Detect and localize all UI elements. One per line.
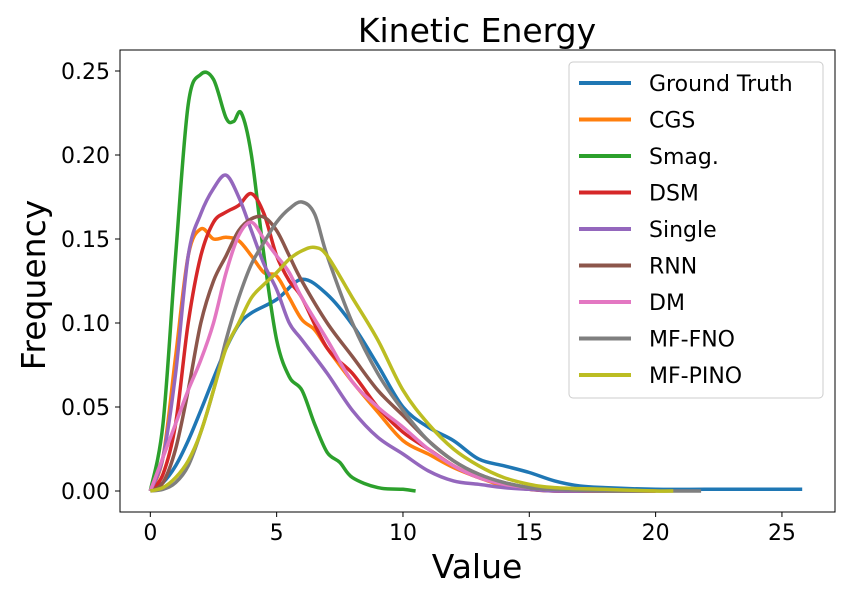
legend-label-4: Single	[649, 218, 717, 243]
x-tick-label: 25	[768, 521, 796, 546]
series-line-0	[149, 277, 803, 493]
x-axis-label: Value	[432, 547, 523, 586]
y-axis-ticks: 0.00 0.05 0.10 0.15 0.20 0.25	[61, 60, 120, 505]
series-line-4	[148, 173, 606, 493]
plot-frame	[119, 49, 836, 513]
x-tick-label: 20	[642, 521, 670, 546]
series-line-6	[148, 220, 606, 493]
x-tick-label: 10	[389, 521, 417, 546]
legend-box	[568, 61, 824, 399]
y-tick-label: 0.25	[61, 60, 110, 85]
x-axis-ticks: 0 5 10 15 20 25	[143, 512, 796, 546]
legend-label-8: MF-PINO	[649, 364, 742, 389]
chart-title: Kinetic Energy	[358, 11, 596, 50]
series-line-2	[148, 70, 416, 493]
y-axis-label: Frequency	[14, 200, 53, 370]
legend-label-0: Ground Truth	[649, 72, 793, 97]
legend-label-6: DM	[649, 291, 685, 316]
y-tick-label: 0.10	[61, 312, 110, 337]
legend-label-2: Smag.	[649, 145, 719, 170]
x-tick-label: 5	[270, 521, 284, 546]
y-tick-label: 0.00	[61, 480, 110, 505]
series-line-8	[149, 245, 674, 493]
series-lines	[148, 70, 803, 493]
legend: Ground Truth CGS Smag. DSM Single RNN DM MF-FNO…	[568, 61, 824, 399]
legend-label-1: CGS	[649, 109, 695, 134]
y-tick-label: 0.05	[61, 396, 110, 421]
y-tick-label: 0.20	[61, 144, 110, 169]
x-tick-label: 0	[143, 521, 157, 546]
y-tick-label: 0.15	[61, 228, 110, 253]
legend-label-7: MF-FNO	[649, 328, 735, 353]
legend-label-5: RNN	[649, 255, 697, 280]
x-tick-label: 15	[515, 521, 543, 546]
series-line-5	[149, 214, 606, 493]
legend-label-3: DSM	[649, 182, 699, 207]
